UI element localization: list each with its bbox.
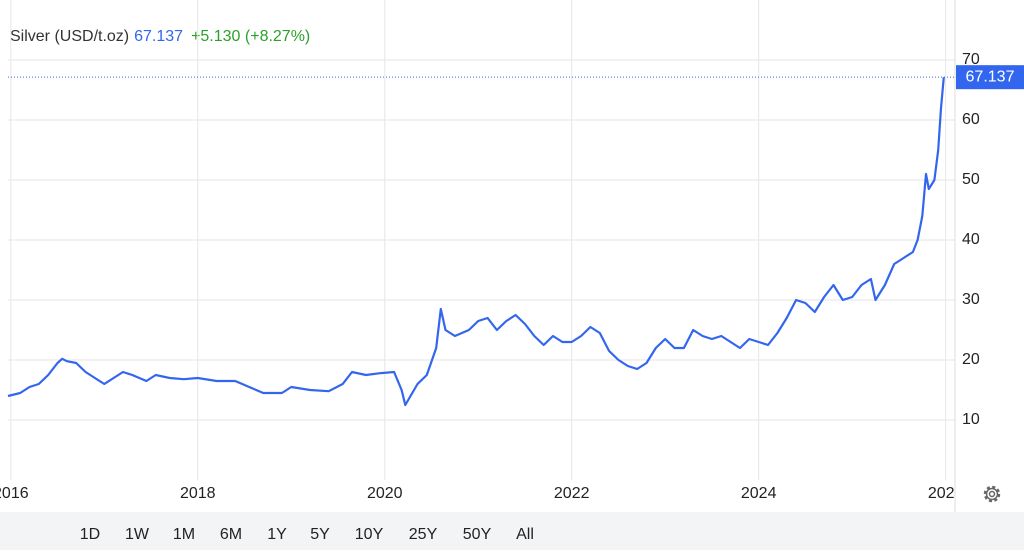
range-button[interactable]: 1D bbox=[80, 526, 100, 543]
x-tick-label: 2022 bbox=[554, 485, 590, 502]
y-tick-label: 40 bbox=[962, 231, 980, 248]
x-tick-label: 2020 bbox=[367, 485, 403, 502]
range-button[interactable]: 50Y bbox=[463, 526, 492, 543]
range-button[interactable]: 25Y bbox=[409, 526, 438, 543]
settings-icon[interactable] bbox=[983, 485, 1001, 503]
x-tick-label: 2026 bbox=[928, 485, 964, 502]
y-tick-label: 10 bbox=[962, 411, 980, 428]
range-button[interactable]: 1M bbox=[173, 526, 195, 543]
range-button[interactable]: 6M bbox=[220, 526, 242, 543]
y-tick-label: 60 bbox=[962, 111, 980, 128]
header-change: +5.130 (+8.27%) bbox=[191, 28, 310, 45]
x-axis-labels: 2016 2018 2020 2022 2024 2026 bbox=[0, 485, 964, 502]
x-tick-label: 2018 bbox=[180, 485, 216, 502]
y-tick-label: 70 bbox=[962, 51, 980, 68]
range-button[interactable]: All bbox=[516, 526, 534, 543]
range-button[interactable]: 1W bbox=[125, 526, 150, 543]
header: Silver (USD/t.oz) 67.137 +5.130 (+8.27%) bbox=[10, 28, 310, 45]
range-button[interactable]: 5Y bbox=[310, 526, 330, 543]
last-price-box bbox=[956, 65, 1024, 90]
x-tick-label: 2016 bbox=[0, 485, 29, 502]
y-tick-label: 20 bbox=[962, 351, 980, 368]
range-bar bbox=[0, 512, 1024, 550]
header-title: Silver (USD/t.oz) bbox=[10, 28, 129, 45]
range-button[interactable]: 10Y bbox=[355, 526, 384, 543]
y-tick-label: 50 bbox=[962, 171, 980, 188]
y-tick-label: 30 bbox=[962, 291, 980, 308]
x-tick-label: 2024 bbox=[741, 485, 777, 502]
range-button[interactable]: 1Y bbox=[267, 526, 287, 543]
header-price: 67.137 bbox=[134, 28, 183, 45]
price-line bbox=[7, 77, 945, 407]
last-price-label: 67.137 bbox=[966, 68, 1015, 85]
